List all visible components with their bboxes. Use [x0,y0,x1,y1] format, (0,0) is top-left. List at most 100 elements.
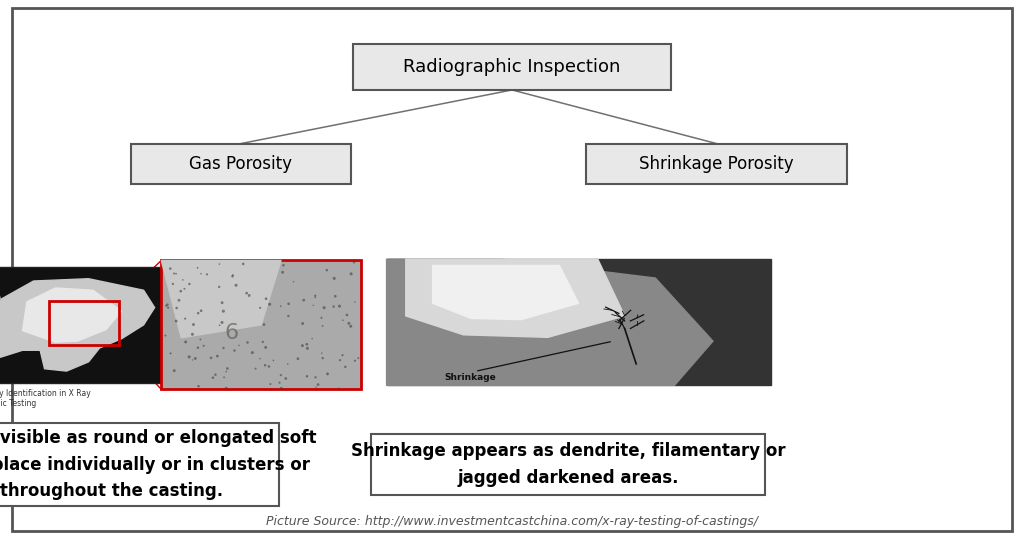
Point [310,380,327,389]
Point [190,309,207,317]
Point [189,264,206,272]
Point [214,318,230,326]
Point [209,352,225,360]
FancyBboxPatch shape [162,260,361,389]
Point [261,362,278,371]
Point [218,384,234,393]
Point [215,344,231,352]
Point [211,282,227,291]
Point [319,369,336,378]
Polygon shape [23,288,122,342]
Polygon shape [386,259,713,386]
Point [168,317,184,325]
Point [331,384,347,393]
Point [244,349,260,357]
Point [304,335,321,343]
Point [241,291,257,300]
Point [280,360,296,368]
Point [318,266,335,274]
Point [228,281,245,289]
Point [177,338,194,346]
Point [275,261,292,270]
Text: Gas porosity become visible as round or elongated soft
shady spots, taking place: Gas porosity become visible as round or … [0,429,316,500]
Point [218,367,234,376]
Point [343,270,359,278]
Point [271,379,288,387]
Point [252,354,268,363]
Point [190,382,207,390]
Point [171,296,187,304]
Point [193,270,209,278]
Point [158,301,174,310]
Point [165,280,181,288]
Point [314,354,331,362]
Text: Picture Source: http://www.investmentcastchina.com/x-ray-testing-of-castings/: Picture Source: http://www.investmentcas… [266,516,758,528]
Point [177,314,194,323]
Point [169,304,185,313]
Point [193,335,209,344]
Point [158,331,174,340]
Point [295,319,311,328]
Point [281,300,297,308]
Point [176,285,193,293]
Point [193,307,209,315]
Point [278,374,294,383]
Point [308,383,325,391]
Point [305,301,322,310]
Point [216,373,232,382]
Point [189,343,206,352]
Point [299,372,315,381]
Point [255,338,271,346]
Point [173,287,189,295]
Point [239,289,255,297]
Point [299,340,315,349]
Point [346,258,362,266]
Point [257,343,273,352]
Text: Radiographic Inspection: Radiographic Inspection [403,58,621,76]
Point [262,380,279,388]
Point [299,344,315,353]
Point [162,264,178,273]
Text: Gas Porosity Identification in X Ray
Radiographic Testing: Gas Porosity Identification in X Ray Rad… [0,389,91,409]
Point [334,351,350,359]
Polygon shape [406,259,625,337]
Point [343,322,359,331]
Point [313,314,330,322]
Point [272,371,289,380]
Polygon shape [432,265,579,320]
Point [273,384,290,393]
Text: Shrinkage: Shrinkage [444,373,496,382]
Point [199,270,215,279]
Point [214,299,230,307]
Point [347,297,364,306]
Point [265,356,282,365]
Point [252,303,268,312]
Point [168,270,184,278]
Point [307,292,324,300]
Point [181,353,198,361]
Point [326,274,342,282]
Point [332,302,348,310]
Point [313,349,330,358]
Point [166,366,182,375]
Text: Gas Porosity: Gas Porosity [189,155,292,173]
Point [350,354,367,362]
FancyBboxPatch shape [0,267,176,382]
FancyBboxPatch shape [12,8,1012,531]
Point [163,349,179,358]
Point [187,354,204,363]
Point [296,296,312,304]
Point [166,269,182,278]
Point [230,341,247,350]
Point [294,342,310,350]
Point [211,260,227,268]
Point [261,300,278,309]
Point [224,271,241,279]
Point [203,353,219,362]
Point [337,362,353,371]
Polygon shape [0,279,155,371]
Polygon shape [162,260,281,338]
Point [160,303,176,312]
Point [175,275,191,284]
Point [207,371,223,379]
